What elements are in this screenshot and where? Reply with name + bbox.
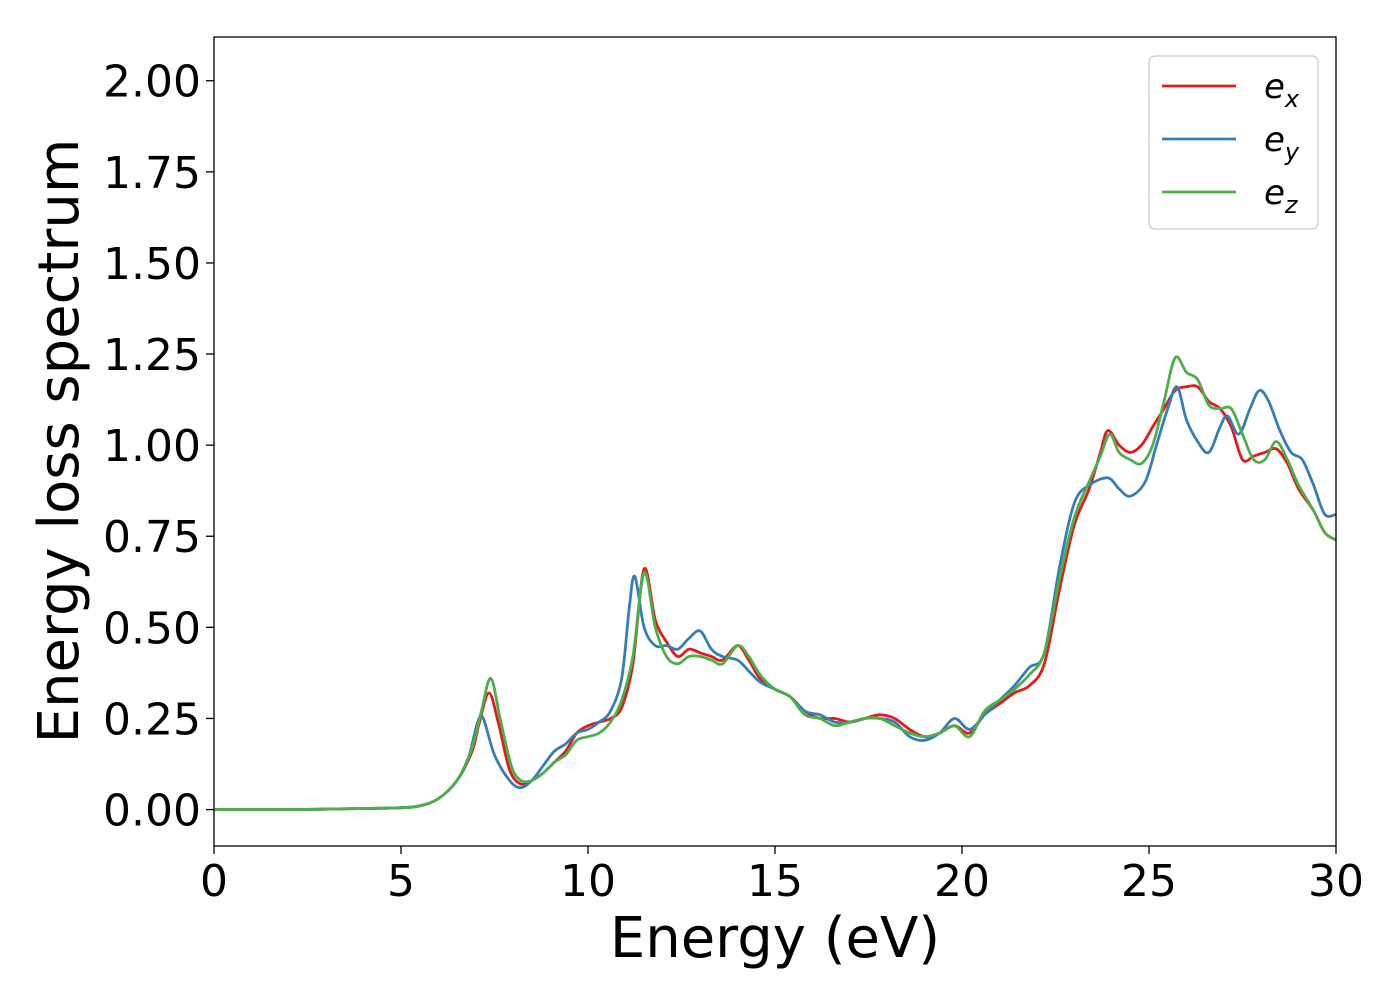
y-tick-label: 0.00 bbox=[103, 786, 201, 837]
legend-label-subscript: y bbox=[1284, 138, 1300, 166]
y-tick-label: 1.50 bbox=[103, 239, 201, 290]
x-tick-label: 20 bbox=[934, 856, 990, 907]
y-tick-label: 0.50 bbox=[103, 603, 201, 654]
x-tick-label: 5 bbox=[387, 856, 415, 907]
legend-label-subscript: x bbox=[1284, 85, 1300, 113]
x-axis: 0 5 10 15 20 25 30 bbox=[200, 846, 1364, 907]
x-axis-title: Energy (eV) bbox=[610, 906, 940, 971]
series-line-z bbox=[214, 355, 1336, 812]
y-axis-title: Energy loss spectrum bbox=[27, 139, 92, 744]
series-layer bbox=[214, 355, 1336, 812]
y-tick-label: 1.00 bbox=[103, 421, 201, 472]
legend-label-base: e bbox=[1264, 67, 1285, 107]
y-tick-label: 0.75 bbox=[103, 512, 201, 563]
x-tick-label: 30 bbox=[1308, 856, 1364, 907]
x-tick-label: 25 bbox=[1121, 856, 1177, 907]
y-axis: 0.00 0.25 0.50 0.75 1.00 1.25 1.50 1.75 2.00 bbox=[103, 57, 214, 837]
legend-label-z: ez bbox=[1264, 173, 1299, 219]
y-tick-label: 1.25 bbox=[103, 330, 201, 381]
x-tick-label: 15 bbox=[747, 856, 803, 907]
legend-label-base: e bbox=[1264, 120, 1285, 160]
y-tick-label: 1.75 bbox=[103, 148, 201, 199]
y-tick-label: 0.25 bbox=[103, 694, 201, 745]
x-tick-label: 10 bbox=[560, 856, 616, 907]
x-tick-label: 0 bbox=[200, 856, 228, 907]
y-tick-label: 2.00 bbox=[103, 57, 201, 108]
legend-label-y: ey bbox=[1264, 120, 1300, 166]
legend-label-base: e bbox=[1264, 173, 1285, 213]
legend-label-subscript: z bbox=[1284, 191, 1299, 219]
legend-box bbox=[1148, 55, 1319, 230]
legend-label-x: ex bbox=[1264, 67, 1300, 113]
